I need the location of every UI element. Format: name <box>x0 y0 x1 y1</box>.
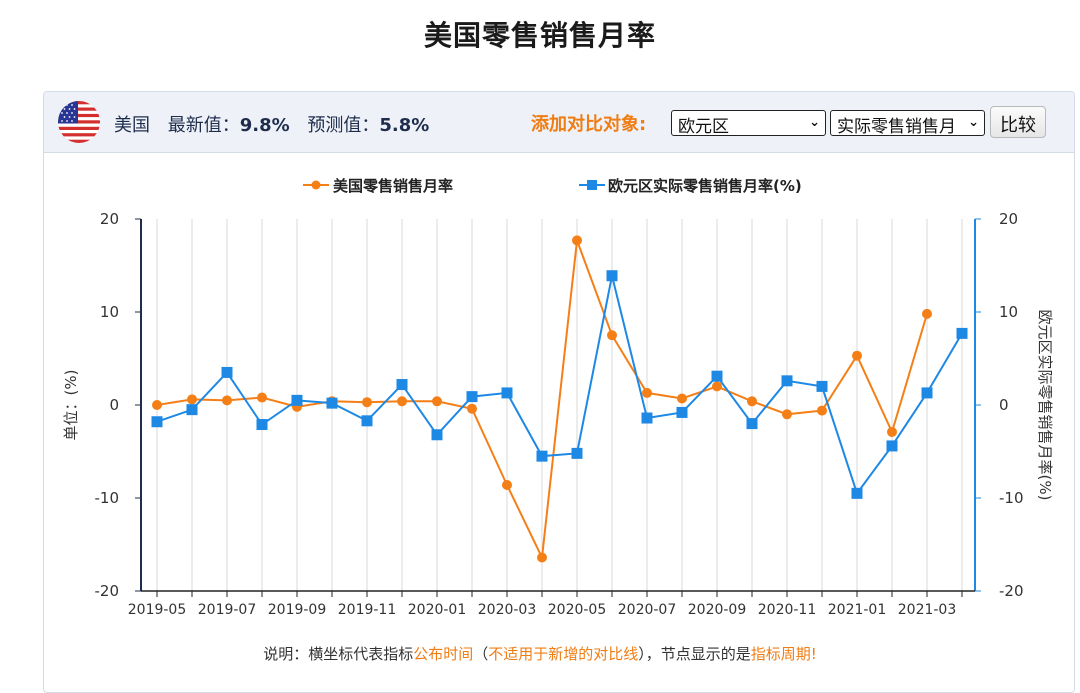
data-point-eu <box>431 429 443 441</box>
x-tick-label: 2019-09 <box>268 602 327 618</box>
x-tick-label: 2020-05 <box>548 602 607 618</box>
data-point-eu <box>571 447 583 459</box>
line-chart: -20 -20 -10 -10 0 0 10 10 20 20 2019-05 2019-07 2019… <box>62 210 1054 618</box>
forecast-value: 5.8% <box>379 115 430 136</box>
x-tick-label: 2020-09 <box>688 602 747 618</box>
note-paren-open: （ <box>473 645 489 663</box>
x-tick-label: 2019-07 <box>198 602 257 618</box>
x-tick-label: 2019-05 <box>128 602 187 618</box>
note-highlight-period: 指标周期! <box>750 645 817 663</box>
data-point-eu <box>536 450 548 462</box>
y-axis-title: 单位：(%) <box>62 370 80 441</box>
data-point-us <box>362 397 372 408</box>
y2-tick-label: 10 <box>999 303 1018 321</box>
data-point-us <box>152 400 162 410</box>
data-point-eu <box>816 380 828 392</box>
y2-tick-label: 0 <box>999 396 1009 414</box>
forecast-label: 预测值： <box>307 115 380 136</box>
data-point-eu <box>606 270 618 282</box>
data-point-eu <box>781 375 793 387</box>
chevron-down-icon: ⌄ <box>968 115 979 130</box>
y2-tick-label: 20 <box>999 210 1018 228</box>
note-prefix: 说明：横坐标代表指标 <box>263 645 414 663</box>
data-point-eu <box>886 440 898 452</box>
y-tick-label: 10 <box>100 303 119 321</box>
chevron-down-icon: ⌄ <box>809 115 820 130</box>
x-tick-label: 2021-01 <box>828 602 887 618</box>
x-tick-label: 2020-11 <box>758 602 817 618</box>
data-point-eu <box>851 487 863 499</box>
data-point-eu <box>711 370 723 382</box>
region-select[interactable]: 欧元区 ⌄ <box>671 110 826 136</box>
data-point-eu <box>466 391 478 403</box>
data-point-eu <box>151 416 163 428</box>
note-highlight-not-applicable: 不适用于新增的对比线 <box>488 645 639 663</box>
legend-item-us[interactable]: 美国零售销售月率 <box>333 177 454 195</box>
info-bar: 美国 最新值：9.8% 预测值：5.8% 添加对比对象: 欧元区 ⌄ 实际零售销… <box>44 92 1074 153</box>
data-point-eu <box>746 418 758 430</box>
compare-button[interactable]: 比较 <box>990 106 1046 138</box>
legend-item-eu[interactable]: 欧元区实际零售销售月率(%) <box>608 177 802 195</box>
data-point-us <box>677 393 687 404</box>
data-point-eu <box>256 419 268 431</box>
data-point-us <box>467 403 477 414</box>
data-point-us <box>432 396 442 407</box>
indicator-select[interactable]: 实际零售销售月 ⌄ <box>830 110 985 136</box>
data-point-us <box>922 308 932 319</box>
data-point-us <box>817 405 827 416</box>
data-point-us <box>502 479 512 490</box>
y2-tick-label: -20 <box>999 582 1024 600</box>
data-point-us <box>642 387 652 398</box>
y-tick-label: 0 <box>109 396 119 414</box>
data-point-us <box>712 381 722 392</box>
data-point-us <box>607 330 617 341</box>
data-point-eu <box>186 404 198 416</box>
data-point-us <box>852 350 862 361</box>
y-tick-label: 20 <box>100 210 119 228</box>
data-point-us <box>537 552 547 563</box>
compare-label: 添加对比对象: <box>531 114 647 135</box>
region-select-value: 欧元区 <box>678 117 729 136</box>
legend-swatch-us <box>303 180 329 190</box>
data-point-us <box>222 395 232 406</box>
data-point-eu <box>501 387 513 399</box>
y2-tick-label: -10 <box>999 489 1024 507</box>
data-point-eu <box>641 412 653 424</box>
x-tick-label: 2019-11 <box>338 602 397 618</box>
x-tick-label: 2020-03 <box>478 602 537 618</box>
latest-label: 最新值： <box>167 115 240 136</box>
data-point-us <box>257 392 267 403</box>
chart-note: 说明：横坐标代表指标公布时间（不适用于新增的对比线），节点显示的是指标周期! <box>0 643 1080 664</box>
page-title: 美国零售销售月率 <box>423 19 656 52</box>
y-tick-label: -20 <box>95 582 120 600</box>
x-tick-label: 2021-03 <box>898 602 957 618</box>
data-point-eu <box>956 327 968 339</box>
indicator-select-value: 实际零售销售月 <box>837 117 956 136</box>
data-point-eu <box>221 366 233 378</box>
data-point-eu <box>361 415 373 427</box>
country-name: 美国 <box>114 115 150 136</box>
data-point-eu <box>326 397 338 409</box>
data-point-eu <box>396 379 408 391</box>
data-point-us <box>887 426 897 437</box>
data-point-eu <box>676 406 688 418</box>
info-text: 美国 最新值：9.8% 预测值：5.8% <box>114 111 429 137</box>
data-point-us <box>187 394 197 405</box>
data-point-eu <box>921 387 933 399</box>
latest-value: 9.8% <box>239 115 290 136</box>
x-tick-label: 2020-01 <box>408 602 467 618</box>
us-flag-icon <box>58 101 100 143</box>
data-point-us <box>572 235 582 246</box>
y2-axis-title: 欧元区实际零售销售月率(%) <box>1036 310 1054 501</box>
data-point-us <box>747 396 757 407</box>
data-point-eu <box>291 394 303 406</box>
note-highlight-release-time: 公布时间 <box>413 645 474 663</box>
data-point-us <box>397 396 407 407</box>
series-line-eu <box>156 275 963 496</box>
data-point-us <box>782 409 792 420</box>
x-tick-label: 2020-07 <box>618 602 677 618</box>
y-tick-label: -10 <box>95 489 120 507</box>
note-middle: ），节点显示的是 <box>638 645 751 663</box>
legend-swatch-eu <box>579 180 605 190</box>
